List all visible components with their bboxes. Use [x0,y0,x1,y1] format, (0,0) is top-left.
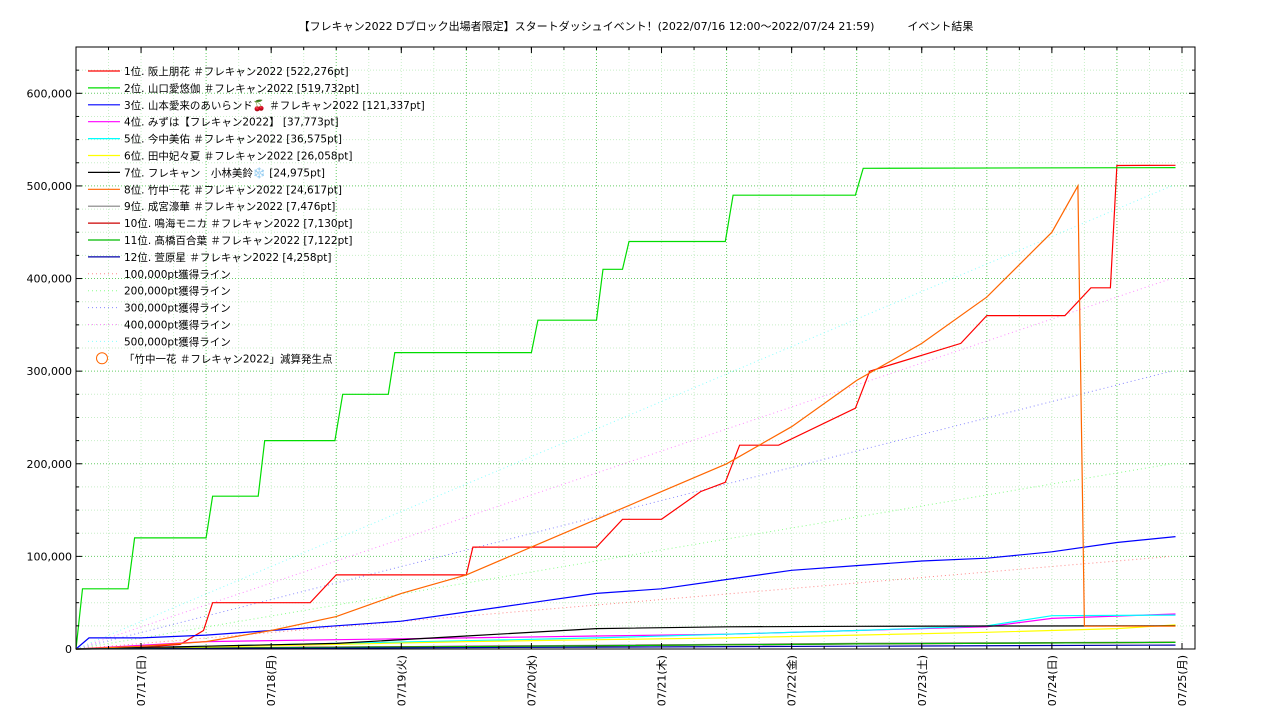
x-tick-label: 07/23(土) [916,655,929,706]
series-line-4 [75,613,1176,650]
legend-label: 10位. 鳴海モニカ ＃フレキャン2022 [7,130pt] [124,217,352,230]
legend-label: 1位. 阪上朋花 ＃フレキャン2022 [522,276pt] [124,65,349,78]
reference-line [75,278,1172,650]
y-tick-label: 200,000 [27,458,73,471]
legend-label: 12位. 萱原星 ＃フレキャン2022 [4,258pt] [124,251,331,264]
x-tick-label: 07/18(月) [265,655,278,706]
legend-label: 8位. 竹中一花 ＃フレキャン2022 [24,617pt] [124,183,342,196]
y-tick-label: 300,000 [27,365,73,378]
x-tick-label: 07/19(火) [395,655,408,706]
x-tick-label: 07/17(日) [135,655,148,706]
x-tick-label: 07/22(金) [785,655,799,706]
x-tick-label: 07/24(日) [1046,655,1059,706]
legend-label: 5位. 今中美佑 ＃フレキャン2022 [36,575pt] [124,133,342,146]
legend-label: 400,000pt獲得ライン [124,319,231,332]
legend-label: 4位. みずは【フレキャン2022】 [37,773pt] [124,116,339,129]
series-line-1 [75,164,1176,650]
reference-line [75,555,1172,650]
y-tick-label: 500,000 [27,180,73,193]
series-line-3 [75,536,1176,650]
legend-label: 200,000pt獲得ライン [124,285,231,298]
x-tick-label: 07/20(水) [525,655,538,706]
y-tick-label: 0 [65,643,72,656]
legend-label: 6位. 田中妃々夏 ＃フレキャン2022 [26,058pt] [124,150,352,163]
legend-label: 11位. 髙橋百合葉 ＃フレキャン2022 [7,122pt] [124,234,352,247]
y-tick-label: 100,000 [27,550,73,563]
y-tick-label: 400,000 [27,273,73,286]
reference-line [75,370,1172,650]
legend-marker [96,352,108,365]
axis-ticks: 0 100,000 200,000 300,000 400,000 500,000 600,… [27,47,1195,706]
x-tick-label: 07/25(月) [1176,655,1189,706]
legend-label: 9位. 成宮濠華 ＃フレキャン2022 [7,476pt] [124,200,335,213]
x-tick-label: 07/21(木) [656,655,669,706]
legend-label: 100,000pt獲得ライン [124,268,231,281]
grid [75,46,1195,650]
legend-label: 「竹中一花 ＃フレキャン2022」減算発生点 [124,352,333,365]
chart-title: 【フレキャン2022 Dブロック出場者限定】スタートダッシュイベント！(2022… [299,19,974,33]
series-line-2 [75,167,1176,650]
legend-label: 2位. 山口愛悠伽 ＃フレキャン2022 [519,732pt] [124,82,359,95]
legend-label: 500,000pt獲得ライン [124,335,231,348]
legend-label: 7位. フレキャン 小林美鈴❄️ [24,975pt] [124,166,325,179]
legend: 1位. 阪上朋花 ＃フレキャン2022 [522,276pt] 2位. 山口愛悠伽… [88,65,425,365]
legend-label: 3位. 山本愛来のあいらンド🍒 ＃フレキャン2022 [121,337pt] [124,99,425,112]
legend-label: 300,000pt獲得ライン [124,302,231,315]
y-tick-label: 600,000 [27,87,73,100]
series-line-8 [75,183,1176,650]
